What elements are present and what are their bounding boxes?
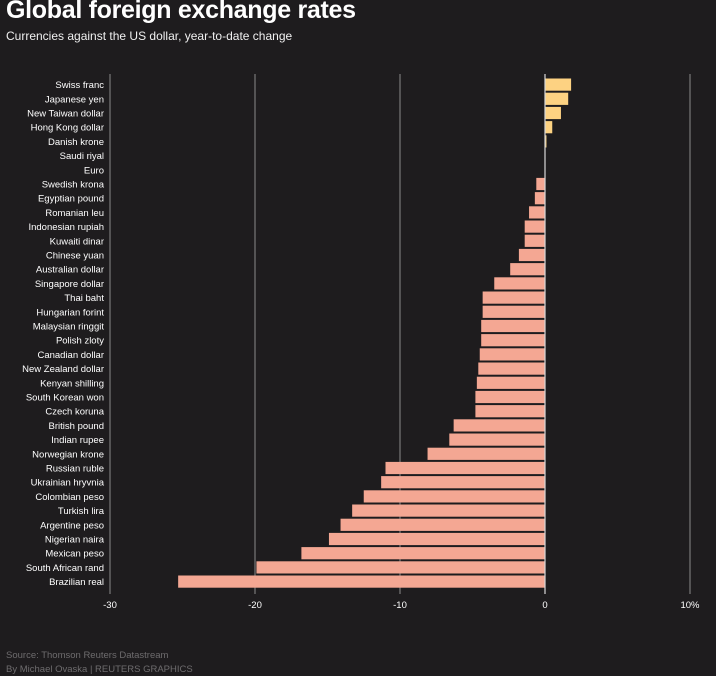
category-label: Hungarian forint xyxy=(36,307,104,318)
category-label: Malaysian ringgit xyxy=(33,322,105,333)
category-label: South Korean won xyxy=(26,393,104,404)
bar xyxy=(545,106,561,120)
source-note: Source: Thomson Reuters Datastream xyxy=(6,650,169,661)
x-tick-label: -20 xyxy=(248,600,262,611)
x-tick-label: 0 xyxy=(542,600,547,611)
bar xyxy=(518,248,545,262)
category-label: Polish zloty xyxy=(56,336,104,347)
bar xyxy=(301,547,545,560)
bar xyxy=(524,234,545,247)
category-label: Danish krone xyxy=(48,137,104,148)
category-label: Singapore dollar xyxy=(35,279,104,290)
category-label: New Taiwan dollar xyxy=(27,109,104,120)
bar xyxy=(482,305,545,318)
category-label: British pound xyxy=(49,421,104,432)
category-label: Swedish krona xyxy=(42,180,105,191)
category-label: Nigerian naira xyxy=(45,535,105,546)
bar xyxy=(545,92,569,105)
bar xyxy=(381,476,545,489)
bar xyxy=(510,263,545,276)
bar xyxy=(478,362,545,375)
category-label: Mexican peso xyxy=(45,549,104,560)
bar xyxy=(545,121,553,134)
bar xyxy=(481,334,545,347)
category-label: Chinese yuan xyxy=(46,251,104,262)
bar xyxy=(178,575,545,588)
bar xyxy=(453,419,545,432)
category-label: Euro xyxy=(84,165,104,176)
category-label: Romanian leu xyxy=(45,208,104,219)
category-label: Indian rupee xyxy=(51,435,104,446)
bar xyxy=(524,220,545,233)
category-label: Thai baht xyxy=(64,293,104,304)
category-label: South African rand xyxy=(26,563,104,574)
category-label: Canadian dollar xyxy=(37,350,104,361)
bar xyxy=(352,504,545,517)
category-label: Kenyan shilling xyxy=(40,378,104,389)
category-label: Egyptian pound xyxy=(38,194,104,205)
category-label: Japanese yen xyxy=(45,94,104,105)
chart-title: Global foreign exchange rates xyxy=(6,0,356,24)
bar xyxy=(475,405,545,418)
category-label: Swiss franc xyxy=(55,80,104,91)
chart-subtitle: Currencies against the US dollar, year-t… xyxy=(6,29,293,43)
byline: By Michael Ovaska | REUTERS GRAPHICS xyxy=(6,664,193,675)
bar xyxy=(494,277,545,290)
bar xyxy=(529,206,545,219)
category-label: Turkish lira xyxy=(58,506,105,517)
bar xyxy=(482,291,545,304)
bar xyxy=(256,561,545,574)
x-tick-label: -30 xyxy=(103,600,117,611)
category-label: Indonesian rupiah xyxy=(28,222,104,233)
category-label: Norwegian krone xyxy=(32,449,104,460)
category-label: Saudi riyal xyxy=(60,151,104,162)
bar xyxy=(340,518,545,531)
category-label: Hong Kong dollar xyxy=(31,123,104,134)
bar xyxy=(545,135,547,148)
category-label: Brazilian real xyxy=(49,577,104,588)
bar xyxy=(475,390,545,404)
x-tick-label: 10% xyxy=(680,600,700,611)
bar xyxy=(481,319,545,333)
x-tick-label: -10 xyxy=(393,600,407,611)
category-label: Colombian peso xyxy=(35,492,104,503)
bar xyxy=(476,376,545,389)
bar xyxy=(328,532,545,546)
bar xyxy=(536,177,545,191)
bar xyxy=(534,192,545,205)
category-label: Australian dollar xyxy=(36,265,104,276)
bar xyxy=(427,447,545,460)
bar xyxy=(363,490,545,503)
bar xyxy=(545,78,572,91)
category-label: Czech koruna xyxy=(45,407,104,418)
bar xyxy=(449,433,545,446)
bar xyxy=(385,461,545,475)
category-label: Russian ruble xyxy=(46,464,104,475)
category-label: New Zealand dollar xyxy=(22,364,104,375)
category-label: Kuwaiti dinar xyxy=(50,236,104,247)
bar xyxy=(479,348,545,361)
category-label: Argentine peso xyxy=(40,520,104,531)
category-label: Ukrainian hryvnia xyxy=(31,478,105,489)
